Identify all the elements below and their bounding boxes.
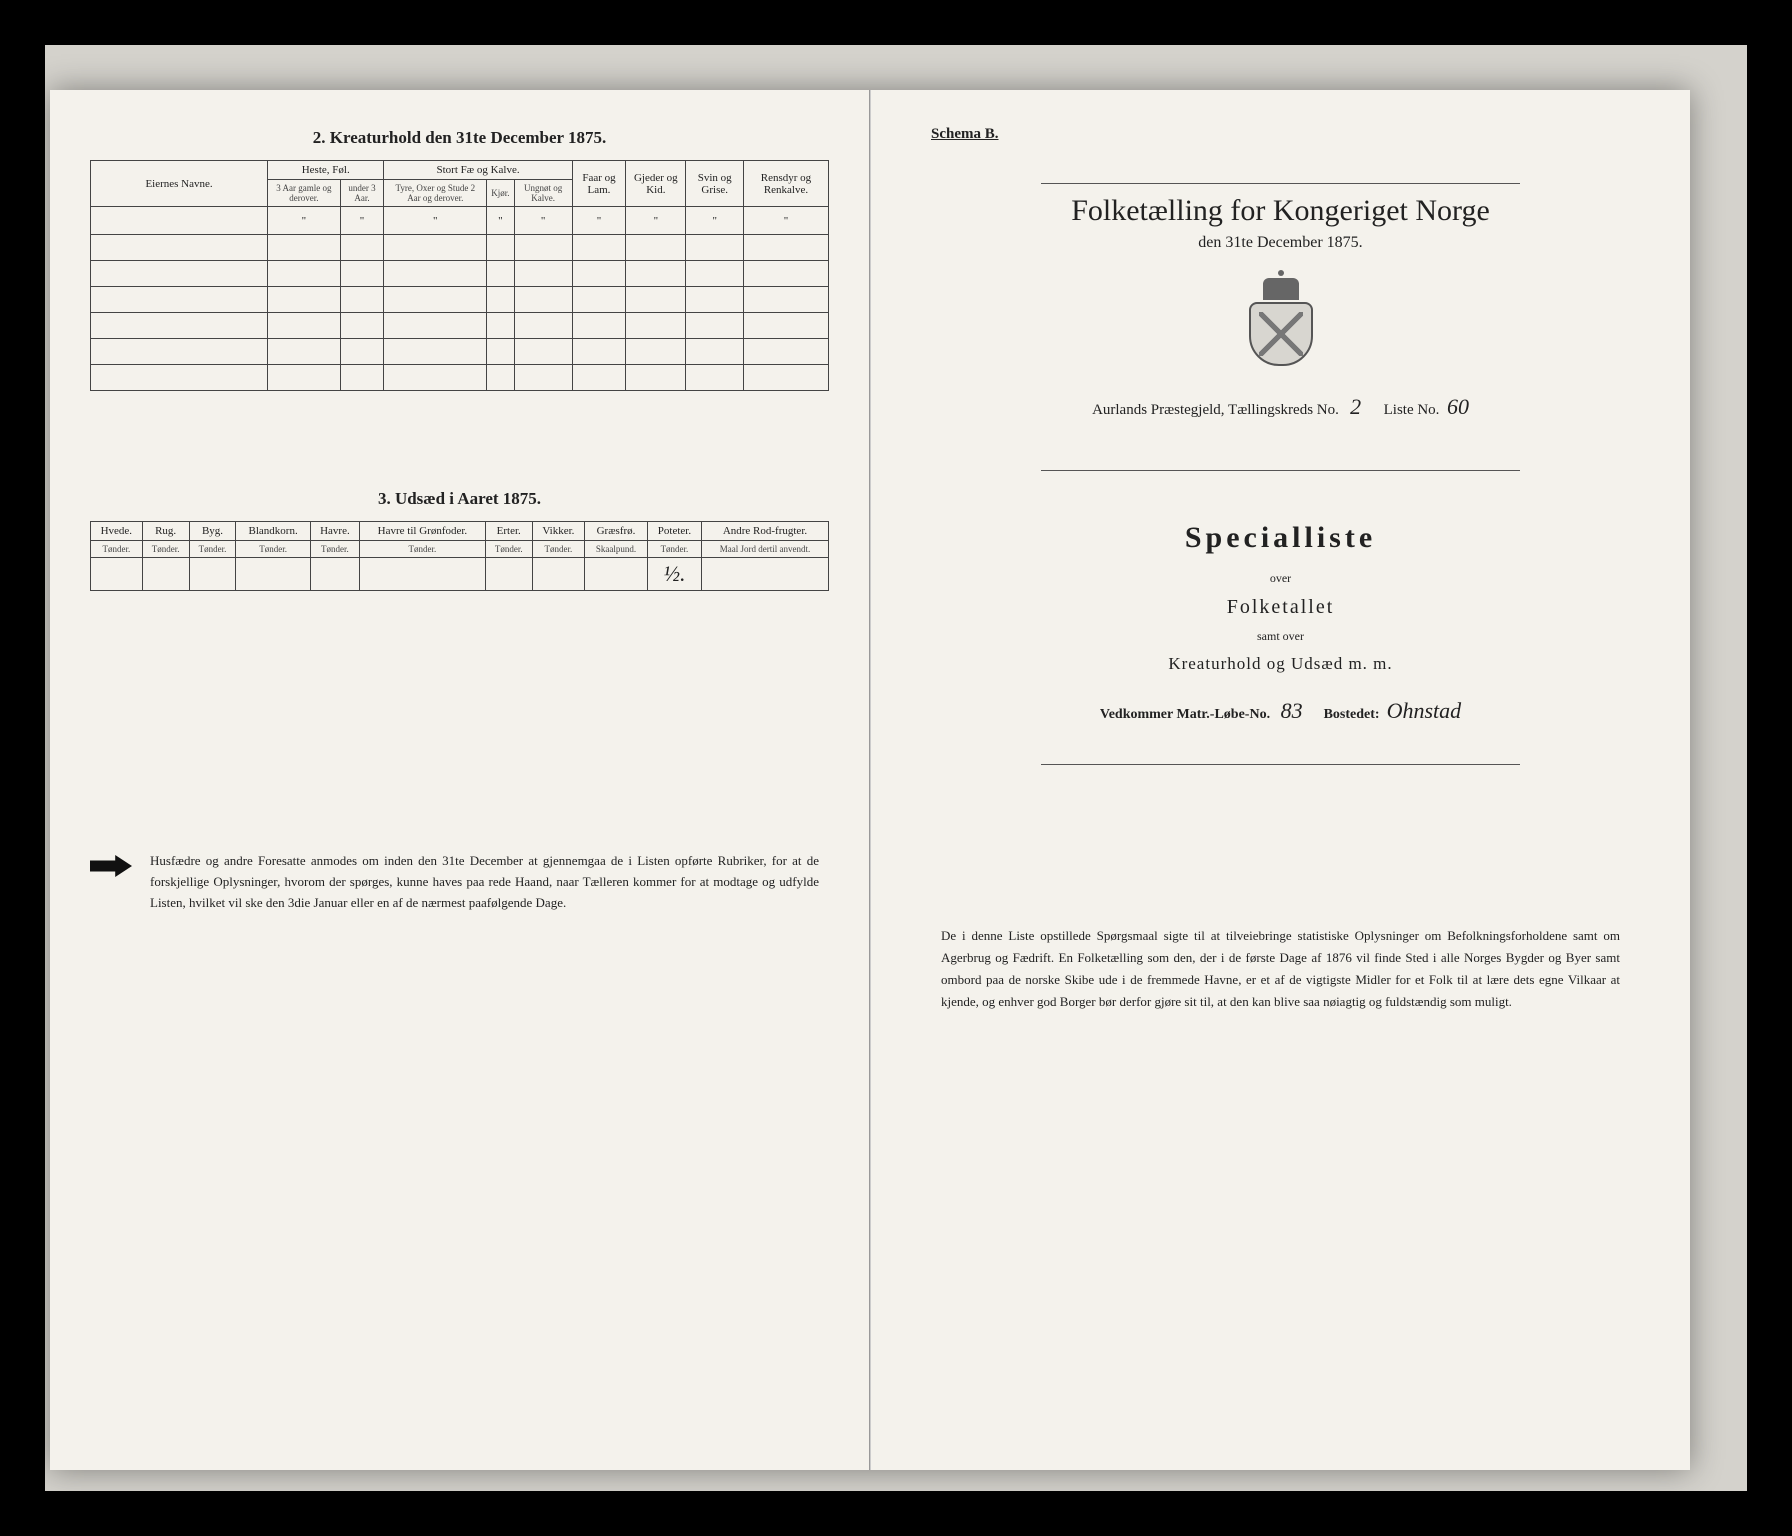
col-h2: under 3 Aar. — [340, 180, 384, 207]
specialliste-title: Specialliste — [911, 521, 1650, 555]
notice-text: Husfædre og andre Foresatte anmodes om i… — [150, 853, 819, 910]
u-tonder: Tønder. — [91, 541, 143, 558]
vedkommer-line: Vedkommer Matr.-Løbe-No. 83 Bostedet: Oh… — [911, 698, 1650, 724]
table-row — [91, 365, 829, 391]
c-erter: Erter. — [485, 522, 532, 541]
table-row: """"""""" — [91, 207, 829, 235]
sowing-table: Hvede. Rug. Byg. Blandkorn. Havre. Havre… — [90, 521, 829, 591]
u-skaal: Skaalpund. — [585, 541, 648, 558]
c-rug: Rug. — [142, 522, 189, 541]
over1: over — [911, 571, 1650, 586]
col-h1: 3 Aar gamle og derover. — [268, 180, 341, 207]
c-havregr: Havre til Grønfoder. — [360, 522, 486, 541]
liste-label: Liste No. — [1384, 402, 1440, 418]
col-heste: Heste, Føl. — [268, 161, 384, 180]
table-row — [91, 313, 829, 339]
bosted-label: Bostedet: — [1324, 707, 1380, 722]
c-bland: Blandkorn. — [236, 522, 310, 541]
section2-title: 2. Kreaturhold den 31te December 1875. — [90, 128, 829, 148]
folketallet: Folketallet — [911, 596, 1650, 619]
matr-no: 83 — [1281, 698, 1303, 723]
right-page: Schema B. Folketælling for Kongeriget No… — [870, 90, 1690, 1470]
livestock-table: Eiernes Navne. Heste, Føl. Stort Fæ og K… — [90, 160, 829, 391]
vedk-label: Vedkommer Matr.-Løbe-No. — [1100, 707, 1270, 722]
value-poteter: ½. — [647, 558, 701, 591]
col-ren: Rensdyr og Renkalve. — [743, 161, 828, 207]
col-gjed: Gjeder og Kid. — [626, 161, 686, 207]
c-graes: Græsfrø. — [585, 522, 648, 541]
table-row: ½. — [91, 558, 829, 591]
c-byg: Byg. — [189, 522, 236, 541]
district-prefix: Aurlands Præstegjeld, Tællingskreds No. — [1092, 402, 1339, 418]
col-s3: Ungnøt og Kalve. — [514, 180, 572, 207]
c-havre: Havre. — [310, 522, 359, 541]
census-subtitle: den 31te December 1875. — [911, 234, 1650, 252]
rule-mid — [1041, 470, 1520, 471]
district-line: Aurlands Præstegjeld, Tællingskreds No. … — [911, 394, 1650, 420]
pointing-hand-icon — [90, 855, 132, 877]
c-vikker: Vikker. — [532, 522, 584, 541]
c-hvede: Hvede. — [91, 522, 143, 541]
census-title: Folketælling for Kongeriget Norge — [911, 194, 1650, 228]
c-andre: Andre Rod-frugter. — [701, 522, 828, 541]
col-s1: Tyre, Oxer og Stude 2 Aar og derover. — [384, 180, 487, 207]
open-book: 2. Kreaturhold den 31te December 1875. E… — [50, 90, 1690, 1470]
u-maal: Maal Jord dertil anvendt. — [701, 541, 828, 558]
table-row — [91, 235, 829, 261]
coat-of-arms-icon — [1245, 278, 1317, 368]
c-pot: Poteter. — [647, 522, 701, 541]
kreds-no: 2 — [1350, 394, 1361, 419]
kreaturhold: Kreaturhold og Udsæd m. m. — [911, 654, 1650, 674]
samt-over: samt over — [911, 629, 1650, 644]
col-eier: Eiernes Navne. — [91, 161, 268, 207]
table-row — [91, 261, 829, 287]
left-page: 2. Kreaturhold den 31te December 1875. E… — [50, 90, 870, 1470]
table-row — [91, 287, 829, 313]
explanatory-paragraph: De i denne Liste opstillede Spørgsmaal s… — [941, 925, 1620, 1013]
liste-no: 60 — [1447, 394, 1469, 419]
col-faar: Faar og Lam. — [572, 161, 625, 207]
col-stort: Stort Fæ og Kalve. — [384, 161, 572, 180]
col-s2: Kjør. — [487, 180, 514, 207]
footer-notice: Husfædre og andre Foresatte anmodes om i… — [90, 851, 829, 913]
bosted-name: Ohnstad — [1387, 698, 1462, 723]
rule-bot — [1041, 764, 1520, 765]
schema-label: Schema B. — [931, 126, 1650, 143]
table-row — [91, 339, 829, 365]
col-svin: Svin og Grise. — [686, 161, 743, 207]
section3-title: 3. Udsæd i Aaret 1875. — [90, 489, 829, 509]
